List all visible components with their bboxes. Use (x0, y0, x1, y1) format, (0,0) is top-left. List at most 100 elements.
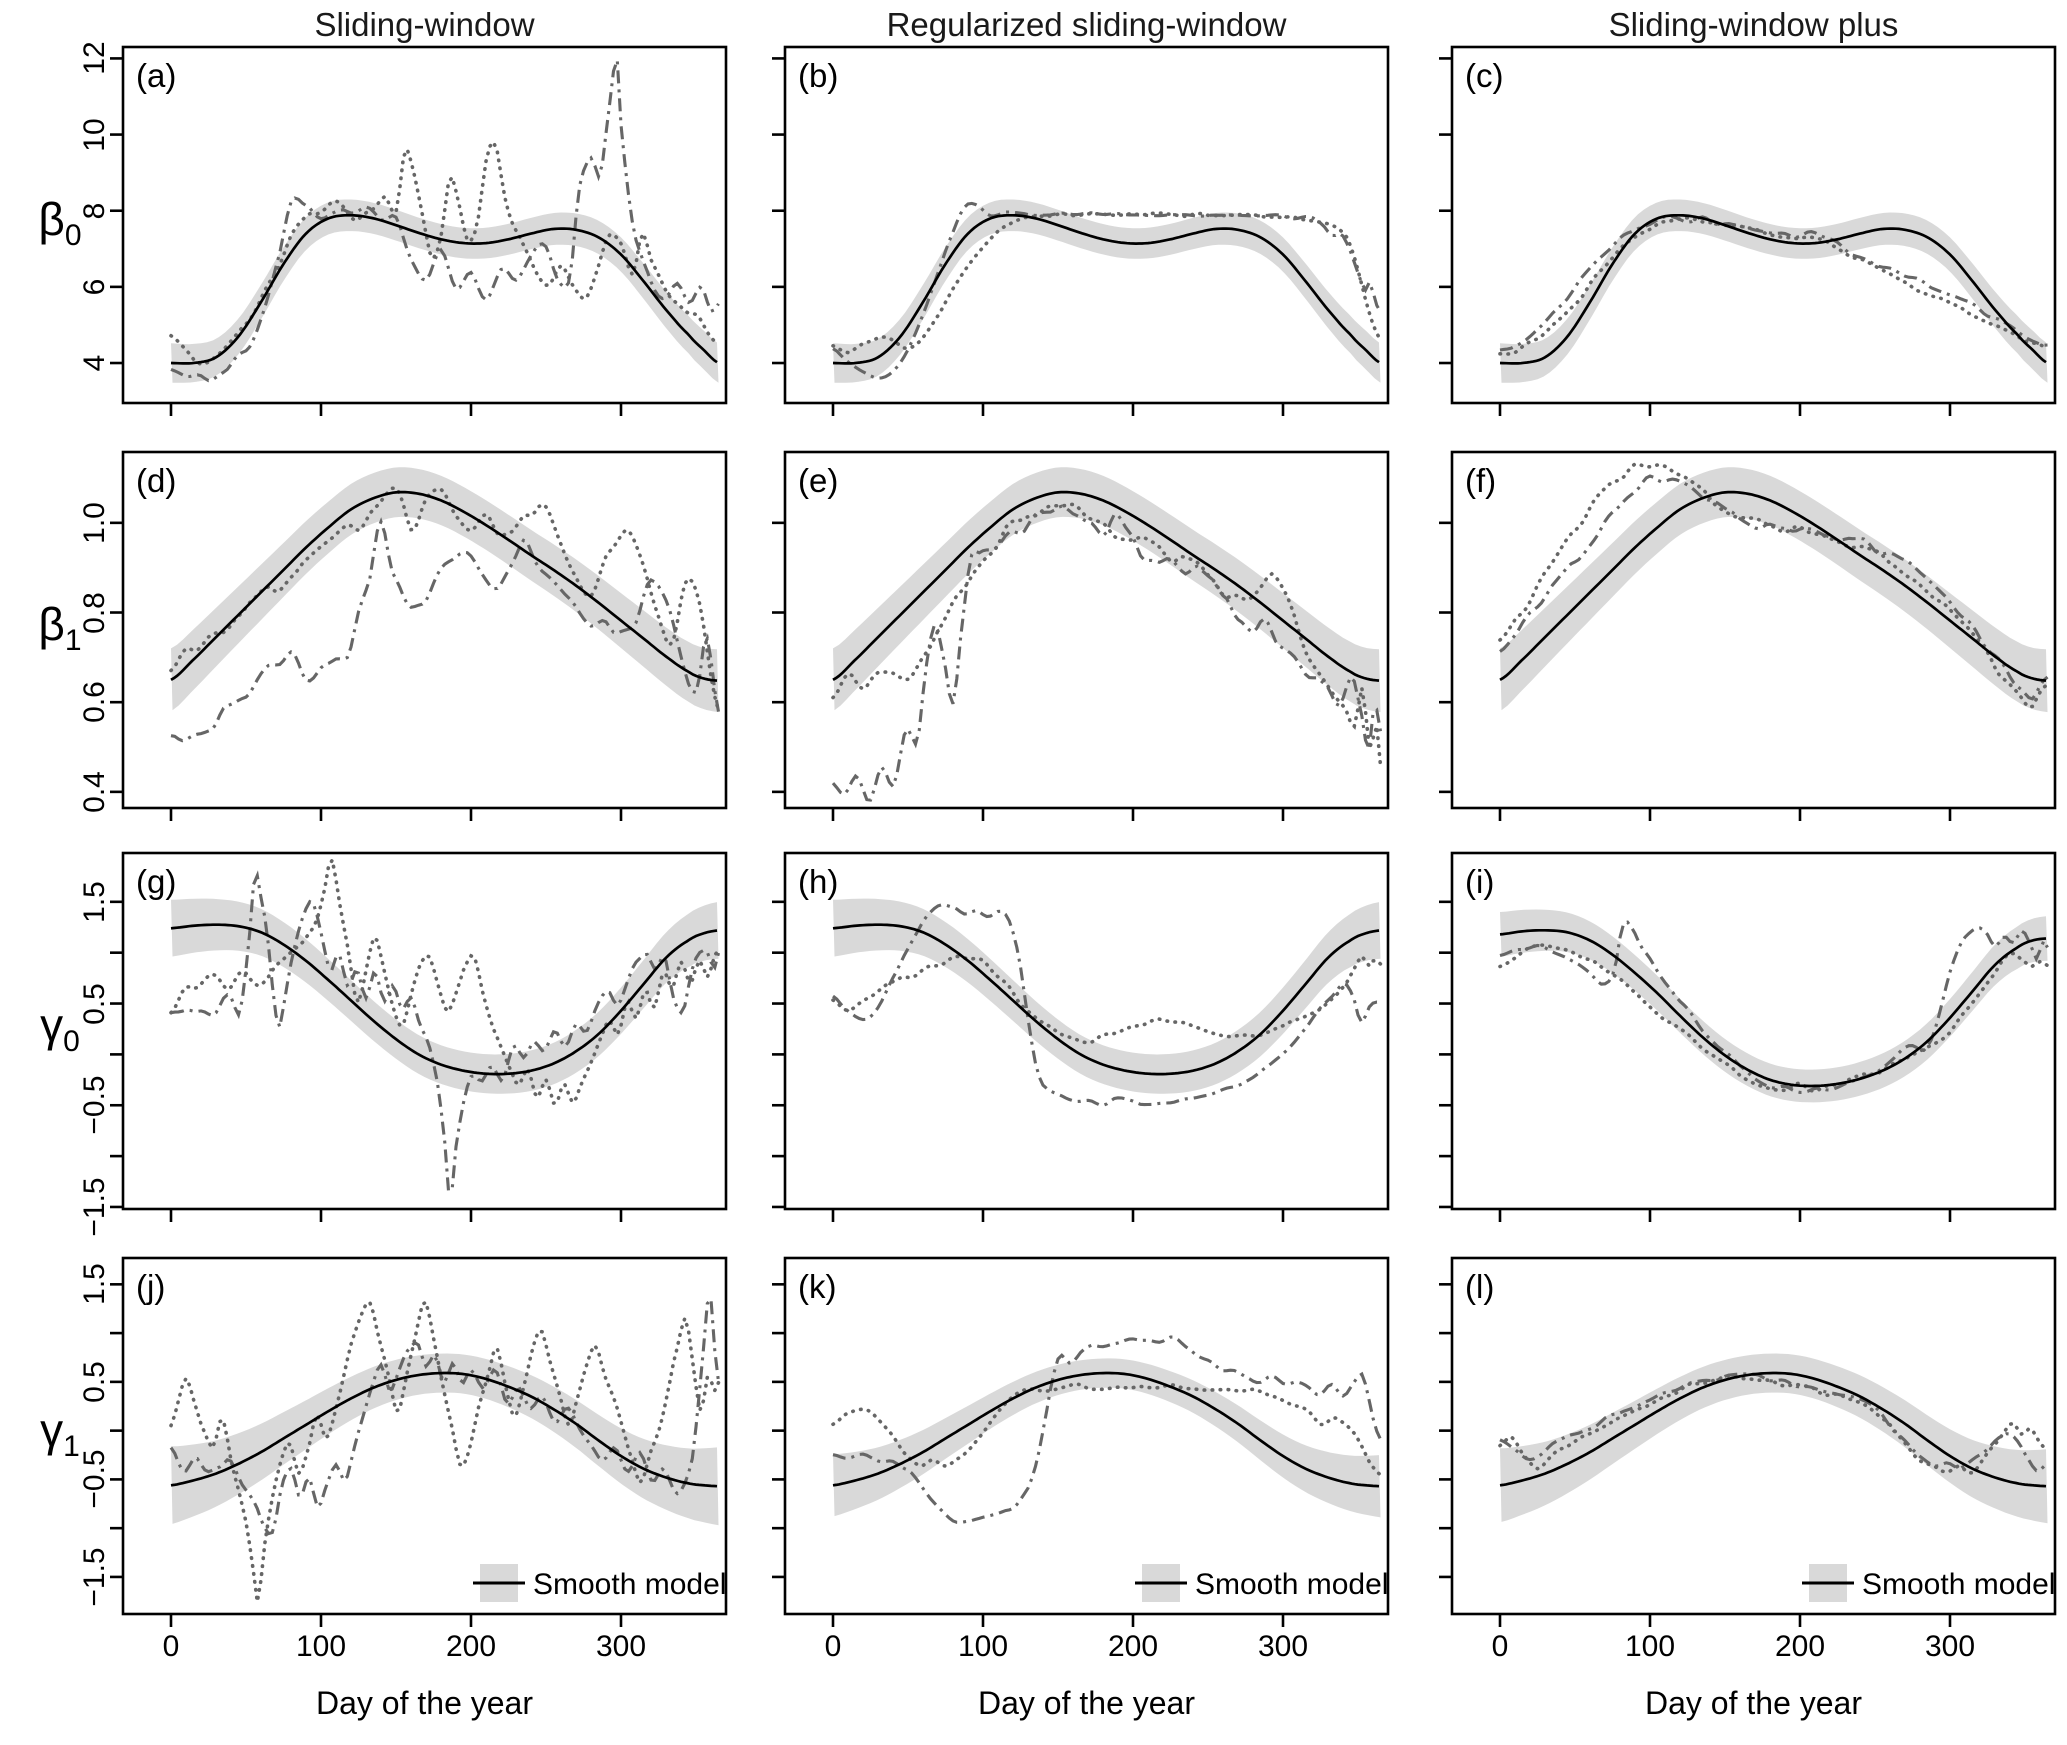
dotted-estimate-line (169, 854, 721, 1106)
y-tick-label: −0.5 (78, 1449, 111, 1510)
smooth-model-line (832, 490, 1380, 682)
dotted-estimate-line (831, 502, 1383, 768)
panel-letter: (e) (798, 462, 838, 499)
dotted-estimate-line (831, 953, 1383, 1045)
panel-b-plot: (b) (772, 45, 1390, 416)
panel-j-plot: (j) Smooth model (110, 1256, 728, 1627)
dashed-estimate-line (169, 1295, 721, 1536)
smooth-model-line (832, 1371, 1380, 1488)
x-tick-label: 0 (162, 1630, 180, 1663)
dashed-estimate-line (170, 517, 721, 743)
panel-a-plot: (a) (110, 45, 728, 416)
plot-area (169, 854, 721, 1194)
dotted-estimate-line (169, 138, 721, 366)
panel-letter: (f) (1465, 462, 1496, 499)
panel-h: (h) (763, 851, 1410, 1233)
x-axis-title-col2: Day of the year (978, 1685, 1195, 1721)
dotted-estimate-line (1498, 215, 2050, 356)
beta-symbol: β (38, 193, 65, 245)
smooth-model-line (1499, 928, 2047, 1088)
panel-e-plot: (e) (772, 450, 1390, 821)
row-label-gamma0: γ0 (4, 998, 116, 1059)
legend-label: Smooth model (533, 1568, 726, 1601)
x-tick-label: 300 (1924, 1630, 1976, 1663)
y-tick-label: 8 (78, 202, 111, 220)
smooth-model-line (832, 923, 1380, 1076)
x-tick-label: 300 (595, 1630, 647, 1663)
smooth-model-line (832, 213, 1380, 365)
smooth-model-line (170, 490, 718, 682)
y-tick-label: 4 (78, 354, 111, 372)
plot-area (169, 1295, 721, 1603)
y-tick-label: 1.0 (78, 501, 111, 544)
panel-f-plot: (f) (1439, 450, 2057, 821)
y-tick-label: 0.6 (78, 681, 111, 724)
confidence-band (833, 1358, 1381, 1518)
panel-letter: (d) (136, 462, 176, 499)
panel-l: (l) Smooth model (1430, 1256, 2067, 1638)
dotted-estimate-line (831, 1382, 1383, 1477)
confidence-band (171, 898, 719, 1094)
plot-area (831, 898, 1383, 1107)
confidence-band (1500, 467, 2048, 713)
plot-area (169, 59, 721, 383)
panel-i-plot: (i) (1439, 851, 2057, 1222)
panel-b: (b) (763, 45, 1410, 427)
panel-k: (k) Smooth model (763, 1256, 1410, 1638)
panel-letter: (h) (798, 863, 838, 900)
confidence-band (171, 467, 719, 713)
plot-frame (1450, 1256, 2057, 1616)
dotted-estimate-line (831, 211, 1383, 355)
plot-frame (1450, 851, 2057, 1211)
panel-c-plot: (c) (1439, 45, 2057, 416)
panel-letter: (l) (1465, 1268, 1494, 1305)
x-tick-label: 300 (1257, 1630, 1309, 1663)
panel-h-plot: (h) (772, 851, 1390, 1222)
gamma1-subscript: 1 (63, 1430, 80, 1464)
plot-frame (1450, 450, 2057, 810)
dashed-estimate-line (170, 59, 720, 383)
y-tick-label: 0.5 (78, 1361, 111, 1403)
panel-d-plot: (d) (110, 450, 728, 821)
x-tick-label: 100 (295, 1630, 347, 1663)
x-tick-label: 100 (1624, 1630, 1676, 1663)
smooth-model-line (1499, 213, 2047, 365)
plot-area (1498, 462, 2050, 713)
y-tick-label: 10 (78, 117, 111, 152)
dashed-estimate-line (831, 504, 1383, 802)
row-label-beta1: β1 (4, 597, 116, 658)
panel-letter: (a) (136, 57, 176, 94)
gamma-symbol: γ (40, 1404, 64, 1456)
panel-letter: (j) (136, 1268, 165, 1305)
beta-symbol: β (38, 598, 65, 650)
confidence-band (833, 467, 1381, 713)
y-tick-label: 6 (78, 278, 111, 296)
legend: Smooth model (473, 1564, 726, 1602)
gamma-symbol: γ (40, 999, 64, 1051)
plot-frame (783, 45, 1390, 405)
plot-frame (783, 450, 1390, 810)
smooth-model-line (170, 1371, 718, 1488)
smooth-model-line (170, 213, 718, 365)
beta0-subscript: 0 (64, 219, 82, 253)
x-tick-label: 200 (445, 1630, 497, 1663)
gamma0-subscript: 0 (63, 1025, 80, 1059)
plot-area (169, 467, 721, 743)
x-tick-label: 0 (824, 1630, 842, 1663)
dashed-estimate-line (1499, 214, 2048, 352)
panel-letter: (c) (1465, 57, 1503, 94)
y-tick-label: −1.5 (78, 1177, 111, 1237)
row-label-beta0: β0 (4, 192, 116, 253)
plot-area (1498, 909, 2050, 1103)
panel-i: (i) (1430, 851, 2067, 1233)
dotted-estimate-line (169, 1299, 721, 1603)
x-tick-label: 0 (1491, 1630, 1509, 1663)
y-tick-label: −1.5 (78, 1547, 111, 1607)
dashed-estimate-line (832, 1335, 1382, 1524)
panel-d: (d) (101, 450, 748, 832)
panel-letter: (k) (798, 1268, 836, 1305)
plot-area (831, 1335, 1383, 1524)
plot-frame (783, 1256, 1390, 1616)
x-axis-title-col1: Day of the year (316, 1685, 533, 1721)
dotted-estimate-line (1498, 462, 2050, 710)
